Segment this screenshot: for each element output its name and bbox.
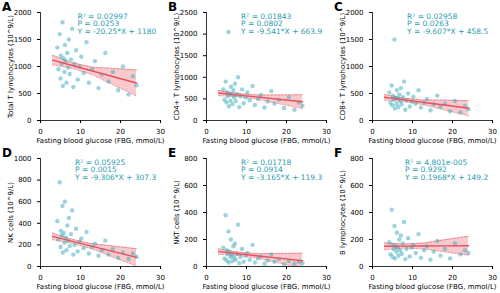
svg-text:400: 400 — [18, 220, 31, 228]
svg-text:Total T lymphocytes (10^9/L): Total T lymphocytes (10^9/L) — [7, 15, 15, 119]
svg-text:10: 10 — [76, 274, 85, 282]
svg-text:R² = 0.02997P = 0.0253Y = -20.: R² = 0.02997P = 0.0253Y = -20.25*X + 118… — [76, 12, 156, 36]
html-text:A: A — [2, 0, 12, 14]
svg-text:30: 30 — [156, 128, 165, 136]
svg-text:1000: 1000 — [180, 74, 198, 82]
svg-text:Fasting blood glucose (FBG, mm: Fasting blood glucose (FBG, mmol/L) — [36, 137, 164, 145]
svg-text:1500: 1500 — [180, 52, 198, 60]
svg-text:NKT cells (10^9/L): NKT cells (10^9/L) — [173, 180, 181, 245]
svg-text:1000: 1000 — [14, 155, 32, 163]
html-text:C: C — [334, 0, 343, 14]
svg-text:200: 200 — [18, 241, 31, 249]
svg-text:2000: 2000 — [14, 9, 32, 17]
html-text:F: F — [334, 146, 343, 160]
svg-text:0: 0 — [38, 128, 42, 136]
html-text:B: B — [168, 0, 178, 14]
svg-text:200: 200 — [184, 236, 197, 244]
svg-text:10: 10 — [408, 128, 417, 136]
svg-text:600: 600 — [350, 182, 363, 190]
svg-text:R² = 0.01843P = 0.0802Y = -9.5: R² = 0.01843P = 0.0802Y = -9.541*X + 663… — [240, 12, 322, 36]
svg-text:500: 500 — [350, 90, 363, 98]
html-text:D: D — [2, 146, 12, 160]
svg-text:10: 10 — [408, 274, 417, 282]
svg-text:20: 20 — [282, 274, 291, 282]
svg-text:20: 20 — [448, 128, 457, 136]
svg-text:600: 600 — [18, 198, 31, 206]
svg-text:0: 0 — [27, 117, 31, 125]
svg-text:1000: 1000 — [346, 63, 364, 71]
svg-text:800: 800 — [18, 176, 31, 184]
svg-text:Fasting blood glucose (FBG, mm: Fasting blood glucose (FBG, mmol/L) — [36, 283, 164, 291]
svg-text:0: 0 — [370, 128, 374, 136]
svg-text:400: 400 — [350, 209, 363, 217]
svg-text:Fasting blood glucose (FBG, mm: Fasting blood glucose (FBG, mmol/L) — [202, 137, 330, 145]
svg-text:20: 20 — [116, 274, 125, 282]
svg-text:1500: 1500 — [346, 36, 364, 44]
svg-text:10: 10 — [242, 128, 251, 136]
svg-text:0: 0 — [193, 263, 197, 271]
svg-text:20: 20 — [282, 128, 291, 136]
svg-text:Fasting blood glucose (FBG, mm: Fasting blood glucose (FBG, mmol/L) — [202, 283, 330, 291]
svg-text:1500: 1500 — [14, 36, 32, 44]
svg-text:2000: 2000 — [346, 9, 364, 17]
svg-text:20: 20 — [116, 128, 125, 136]
svg-text:600: 600 — [184, 182, 197, 190]
svg-text:0: 0 — [370, 274, 374, 282]
svg-text:2500: 2500 — [180, 9, 198, 17]
svg-text:30: 30 — [322, 128, 331, 136]
svg-text:500: 500 — [184, 95, 197, 103]
svg-text:NK cells (10^9/L): NK cells (10^9/L) — [7, 182, 15, 243]
svg-text:0: 0 — [38, 274, 42, 282]
svg-text:R² = 0.02958P = 0.0263Y = -9.6: R² = 0.02958P = 0.0263Y = -9.607*X + 458… — [406, 12, 488, 36]
html-text:E: E — [168, 146, 177, 160]
svg-text:500: 500 — [18, 90, 31, 98]
svg-text:CD8+ T lymphocytes (10^9/L): CD8+ T lymphocytes (10^9/L) — [339, 13, 347, 121]
svg-text:30: 30 — [322, 274, 331, 282]
svg-text:CD4+ T lymphocytes (10^9/L): CD4+ T lymphocytes (10^9/L) — [173, 13, 181, 121]
svg-text:30: 30 — [156, 274, 165, 282]
svg-text:Fasting blood glucose (FBG, mm: Fasting blood glucose (FBG, mmol/L) — [368, 283, 496, 291]
svg-text:Fasting blood glucose (FBG, mm: Fasting blood glucose (FBG, mmol/L) — [368, 137, 496, 145]
svg-text:400: 400 — [184, 209, 197, 217]
svg-text:10: 10 — [76, 128, 85, 136]
svg-text:200: 200 — [350, 236, 363, 244]
svg-text:R² = 0.01718P = 0.0914Y = -3.1: R² = 0.01718P = 0.0914Y = -3.165*X + 119… — [240, 158, 322, 182]
svg-text:R² = 4.801e-005P = 0.9292Y = 0: R² = 4.801e-005P = 0.9292Y = 0.1968*X + … — [404, 158, 489, 182]
svg-text:0: 0 — [193, 117, 197, 125]
svg-text:0: 0 — [359, 263, 363, 271]
svg-text:0: 0 — [359, 117, 363, 125]
svg-text:30: 30 — [488, 274, 497, 282]
svg-text:1000: 1000 — [14, 63, 32, 71]
svg-text:800: 800 — [350, 155, 363, 163]
svg-text:2000: 2000 — [180, 30, 198, 38]
svg-text:0: 0 — [204, 274, 208, 282]
svg-text:R² = 0.05925P = 0.0015Y = -9.3: R² = 0.05925P = 0.0015Y = -9.306*X + 307… — [74, 158, 156, 182]
svg-text:0: 0 — [204, 128, 208, 136]
svg-text:10: 10 — [242, 274, 251, 282]
svg-text:0: 0 — [27, 263, 31, 271]
svg-text:800: 800 — [184, 155, 197, 163]
svg-text:30: 30 — [488, 128, 497, 136]
svg-text:B lymphocytes (10^9/L): B lymphocytes (10^9/L) — [339, 170, 347, 255]
svg-text:20: 20 — [448, 274, 457, 282]
